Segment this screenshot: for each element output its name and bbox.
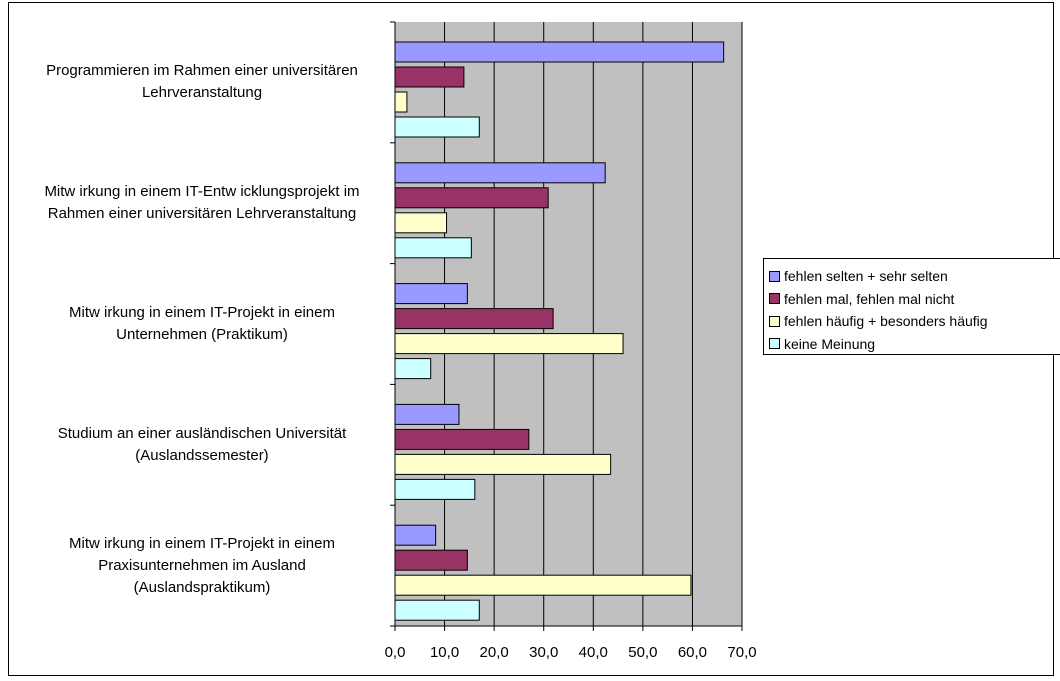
bar bbox=[394, 212, 448, 234]
bar bbox=[394, 428, 530, 450]
bar bbox=[394, 91, 408, 113]
x-tick-label: 10,0 bbox=[430, 644, 459, 661]
legend-item: keine Meinung bbox=[769, 333, 1060, 356]
bar bbox=[394, 574, 692, 596]
legend-label: fehlen häufig + besonders häufig bbox=[784, 313, 988, 330]
x-tick-label: 50,0 bbox=[628, 644, 657, 661]
bar bbox=[394, 116, 480, 138]
legend: fehlen selten + sehr selten fehlen mal, f… bbox=[763, 258, 1060, 355]
category-label: Mitw irkung in einem IT-Projekt in einem… bbox=[69, 534, 335, 596]
x-tick-label: 30,0 bbox=[529, 644, 558, 661]
bar bbox=[394, 66, 465, 88]
bar bbox=[394, 453, 612, 475]
x-tick-label: 40,0 bbox=[579, 644, 608, 661]
legend-swatch bbox=[769, 338, 780, 350]
bar bbox=[394, 358, 432, 380]
category-label: Studium an einer ausländischen Universit… bbox=[57, 424, 347, 464]
category-label: Mitw irkung in einem IT-Entw icklungspro… bbox=[44, 183, 360, 223]
x-tick-label: 0,0 bbox=[385, 644, 406, 661]
legend-label: fehlen mal, fehlen mal nicht bbox=[784, 290, 955, 307]
bar bbox=[394, 283, 468, 305]
x-tick-label: 60,0 bbox=[678, 644, 707, 661]
bar bbox=[394, 478, 476, 500]
legend-item: fehlen häufig + besonders häufig bbox=[769, 310, 1060, 333]
bar bbox=[394, 403, 460, 425]
legend-label: fehlen selten + sehr selten bbox=[784, 268, 948, 285]
bar bbox=[394, 333, 624, 355]
bar bbox=[394, 308, 554, 330]
legend-item: fehlen mal, fehlen mal nicht bbox=[769, 288, 1060, 311]
bar bbox=[394, 599, 480, 621]
bar bbox=[394, 162, 606, 184]
bar bbox=[394, 187, 549, 209]
x-tick-label: 20,0 bbox=[480, 644, 509, 661]
category-label: Programmieren im Rahmen einer universitä… bbox=[46, 62, 358, 102]
legend-swatch bbox=[769, 293, 780, 305]
legend-swatch bbox=[769, 315, 780, 327]
category-label: Mitw irkung in einem IT-Projekt in einem… bbox=[69, 304, 335, 343]
legend-label: keine Meinung bbox=[784, 335, 876, 352]
x-tick-label: 70,0 bbox=[727, 644, 756, 661]
bar bbox=[394, 237, 472, 259]
bar bbox=[394, 524, 437, 546]
legend-item: fehlen selten + sehr selten bbox=[769, 265, 1060, 288]
legend-swatch bbox=[769, 270, 780, 282]
bar bbox=[394, 41, 725, 63]
bar bbox=[394, 549, 468, 571]
